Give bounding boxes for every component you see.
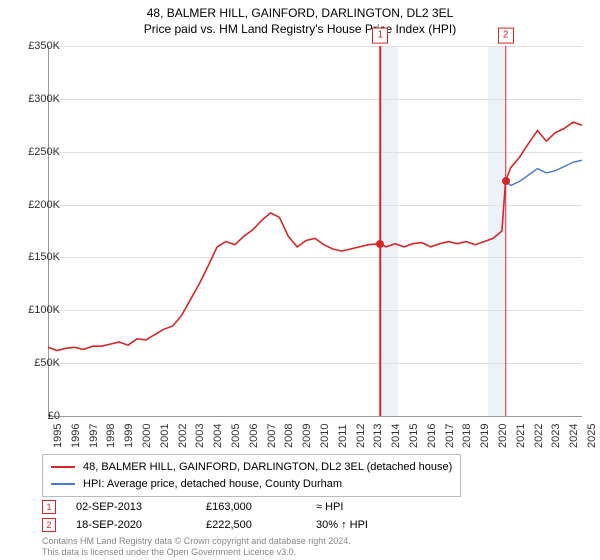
y-axis-label: £50K (34, 357, 60, 369)
chart-container: 48, BALMER HILL, GAINFORD, DARLINGTON, D… (0, 0, 600, 560)
x-axis-label: 2025 (586, 424, 598, 448)
sales-date-1: 02-SEP-2013 (76, 501, 206, 513)
x-axis-label: 2005 (230, 424, 242, 448)
x-axis-label: 1997 (88, 424, 100, 448)
sales-hpi-1: ≈ HPI (316, 501, 416, 513)
x-axis-label: 2012 (355, 424, 367, 448)
x-axis-label: 2010 (319, 424, 331, 448)
x-axis-label: 1998 (105, 424, 117, 448)
sales-hpi-2: 30% ↑ HPI (316, 519, 416, 531)
y-axis-label: £0 (48, 410, 60, 422)
x-axis-label: 2008 (283, 424, 295, 448)
plot-area: 12 (48, 46, 582, 416)
series-svg (48, 46, 582, 416)
sales-row-1: 1 02-SEP-2013 £163,000 ≈ HPI (42, 498, 416, 516)
sales-row-2: 2 18-SEP-2020 £222,500 30% ↑ HPI (42, 516, 416, 534)
y-axis-label: £200K (28, 199, 60, 211)
footer-line-1: Contains HM Land Registry data © Crown c… (42, 536, 351, 547)
series-line-property (48, 122, 582, 350)
sales-price-1: £163,000 (206, 501, 316, 513)
y-axis-label: £350K (28, 40, 60, 52)
x-axis-label: 1995 (52, 424, 64, 448)
x-axis-label: 2011 (337, 424, 349, 448)
x-axis-label: 2018 (461, 424, 473, 448)
x-axis-label: 1999 (123, 424, 135, 448)
x-axis-label: 2000 (141, 424, 153, 448)
x-axis-label: 2002 (177, 424, 189, 448)
x-axis-label: 2001 (159, 424, 171, 448)
x-axis-label: 1996 (70, 424, 82, 448)
x-axis-label: 2007 (266, 424, 278, 448)
x-axis-label: 2003 (194, 424, 206, 448)
x-axis-label: 2017 (444, 424, 456, 448)
sales-table: 1 02-SEP-2013 £163,000 ≈ HPI 2 18-SEP-20… (42, 498, 416, 534)
x-axis-label: 2019 (479, 424, 491, 448)
series-line-hpi (506, 160, 582, 185)
y-axis-label: £300K (28, 93, 60, 105)
marker-dot-1 (376, 240, 384, 248)
legend-box: 48, BALMER HILL, GAINFORD, DARLINGTON, D… (42, 454, 461, 497)
x-axis-label: 2004 (212, 424, 224, 448)
footer-attribution: Contains HM Land Registry data © Crown c… (42, 536, 351, 558)
x-axis-label: 2014 (390, 424, 402, 448)
marker-label-1: 1 (372, 28, 388, 44)
y-axis-label: £150K (28, 251, 60, 263)
legend-label-hpi: HPI: Average price, detached house, Coun… (83, 476, 342, 493)
x-axis-label: 2006 (248, 424, 260, 448)
x-axis-label: 2022 (533, 424, 545, 448)
legend-row-property: 48, BALMER HILL, GAINFORD, DARLINGTON, D… (51, 459, 452, 476)
x-axis-label: 2009 (301, 424, 313, 448)
sales-date-2: 18-SEP-2020 (76, 519, 206, 531)
chart-title: 48, BALMER HILL, GAINFORD, DARLINGTON, D… (0, 0, 600, 22)
x-axis-label: 2020 (497, 424, 509, 448)
sales-price-2: £222,500 (206, 519, 316, 531)
x-axis-label: 2015 (408, 424, 420, 448)
x-axis-label: 2021 (515, 424, 527, 448)
marker-line-1 (380, 46, 382, 416)
x-axis (48, 416, 582, 417)
sales-marker-1: 1 (42, 500, 56, 514)
marker-line-2 (505, 46, 507, 416)
sales-marker-2: 2 (42, 518, 56, 532)
marker-dot-2 (502, 177, 510, 185)
legend-label-property: 48, BALMER HILL, GAINFORD, DARLINGTON, D… (83, 459, 452, 476)
x-axis-label: 2016 (426, 424, 438, 448)
marker-label-2: 2 (498, 28, 514, 44)
x-axis-label: 2023 (550, 424, 562, 448)
y-axis-label: £100K (28, 304, 60, 316)
legend-row-hpi: HPI: Average price, detached house, Coun… (51, 476, 452, 493)
footer-line-2: This data is licensed under the Open Gov… (42, 547, 351, 558)
x-axis-label: 2024 (568, 424, 580, 448)
legend-swatch-hpi (51, 483, 75, 485)
x-axis-label: 2013 (372, 424, 384, 448)
legend-swatch-property (51, 466, 75, 468)
y-axis-label: £250K (28, 146, 60, 158)
